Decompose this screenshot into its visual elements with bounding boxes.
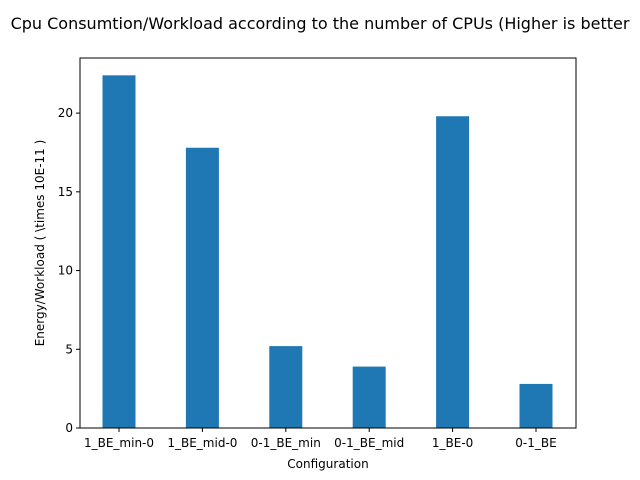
x-tick-label-2: 0-1_BE_min <box>251 436 321 450</box>
bar-2 <box>269 346 303 428</box>
ticks-layer: 1_BE_min-0 1_BE_mid-0 0-1_BE_min 0-1_BE_mid… <box>58 106 557 450</box>
x-tick-label-3: 0-1_BE_mid <box>334 436 404 450</box>
y-axis-label: Energy/Workload ( \times 10E-11 ) <box>33 140 47 347</box>
y-tick-label-3: 15 <box>58 185 73 199</box>
chart-title: Cpu Consumtion/Workload according to the… <box>11 14 630 33</box>
y-tick-label-0: 0 <box>65 421 73 435</box>
plot-frame <box>79 57 577 429</box>
x-tick-label-5: 0-1_BE <box>515 436 556 450</box>
bars-layer <box>102 75 553 429</box>
x-tick-label-4: 1_BE-0 <box>432 436 473 450</box>
x-tick-label-1: 1_BE_mid-0 <box>167 436 237 450</box>
bar-3 <box>352 366 386 428</box>
y-tick-label-1: 5 <box>65 342 73 356</box>
bar-1 <box>185 147 219 428</box>
bar-4 <box>436 116 470 429</box>
y-tick-label-4: 20 <box>58 106 73 120</box>
x-tick-label-0: 1_BE_min-0 <box>84 436 154 450</box>
bar-0 <box>102 75 136 428</box>
y-tick-label-2: 10 <box>58 264 73 278</box>
x-axis-label: Configuration <box>287 457 368 471</box>
bar-5 <box>519 383 553 428</box>
